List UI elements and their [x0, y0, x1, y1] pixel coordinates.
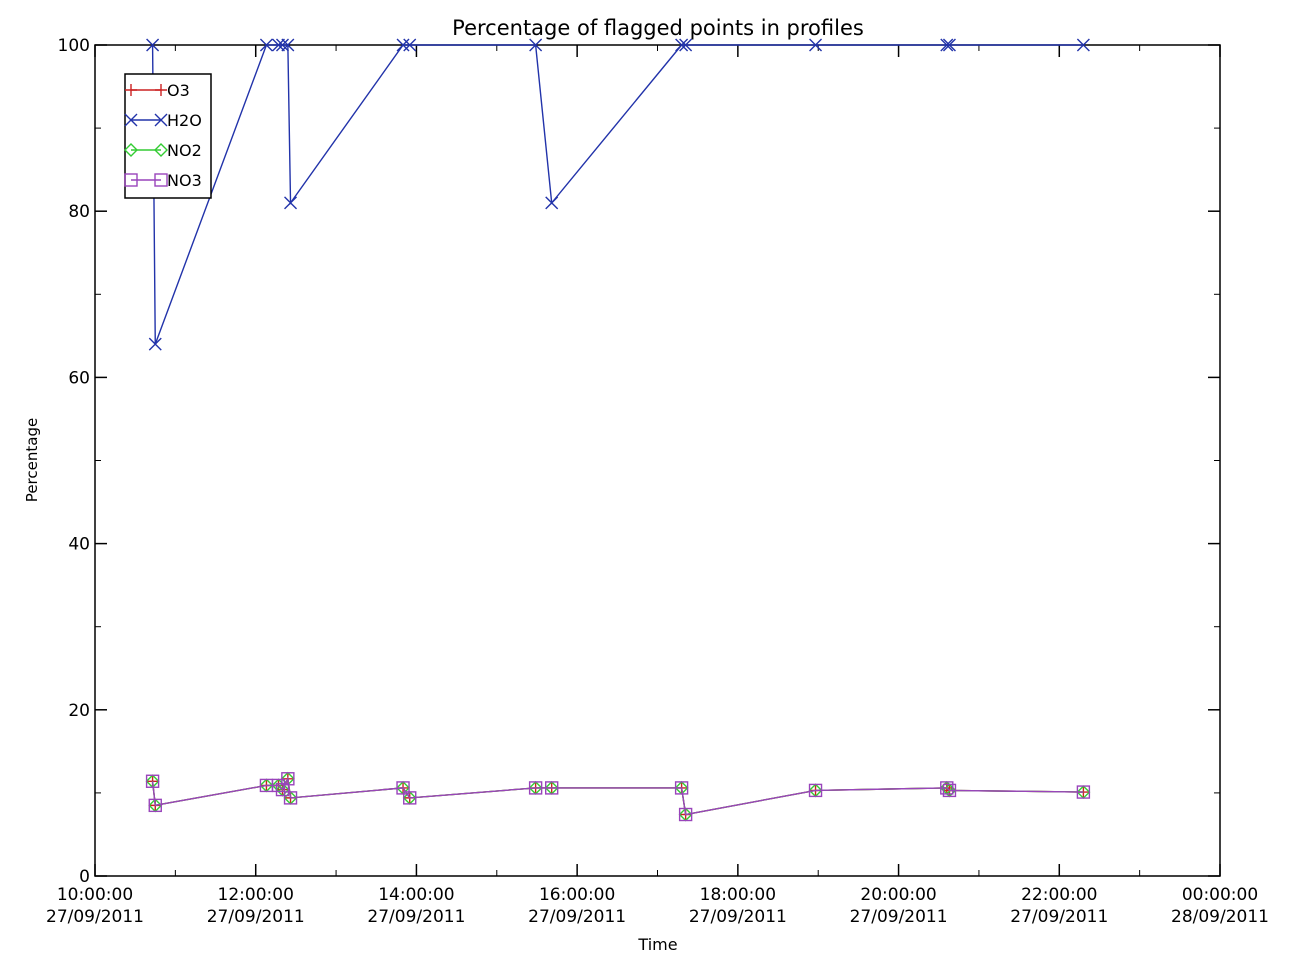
legend-item: O3	[125, 81, 190, 100]
data-point-h2o	[396, 38, 410, 52]
legend-label: NO2	[167, 141, 202, 160]
x-tick-date-label: 27/09/2011	[1010, 907, 1108, 927]
data-point-no3	[674, 781, 689, 795]
legend-label: H2O	[167, 111, 202, 130]
data-point-no3	[281, 772, 295, 786]
data-point-h2o	[545, 196, 559, 210]
x-tick-time-label: 22:00:00	[1021, 885, 1097, 905]
legend-label: NO3	[167, 171, 202, 190]
x-tick-time-label: 18:00:00	[700, 885, 776, 905]
x-tick-date-label: 27/09/2011	[46, 907, 144, 927]
data-point-h2o	[675, 38, 689, 52]
legend-marker	[125, 84, 137, 96]
legend-item: NO3	[124, 171, 202, 190]
series-no3	[145, 772, 1091, 822]
legend-item: H2O	[124, 111, 202, 130]
series-h2o	[146, 38, 1090, 351]
data-point-h2o	[679, 38, 693, 52]
legend-marker	[124, 173, 138, 187]
x-tick-date-label: 27/09/2011	[850, 907, 948, 927]
data-point-h2o	[940, 38, 954, 52]
series-line-no3	[151, 776, 1084, 816]
data-point-h2o	[146, 38, 160, 52]
x-tick-time-label: 12:00:00	[218, 885, 294, 905]
legend-label: O3	[167, 81, 190, 100]
x-tick-date-label: 27/09/2011	[689, 907, 787, 927]
x-tick-time-label: 10:00:00	[57, 885, 133, 905]
data-point-h2o	[529, 38, 543, 52]
data-point-h2o	[281, 38, 295, 52]
y-tick-label: 0	[79, 867, 90, 887]
data-point-h2o	[942, 38, 956, 52]
data-point-no3	[678, 807, 693, 822]
legend-marker	[124, 143, 138, 157]
x-tick-date-label: 27/09/2011	[528, 907, 626, 927]
x-tick-time-label: 00:00:00	[1182, 885, 1258, 905]
data-point-h2o	[1076, 38, 1090, 52]
data-point-no3	[808, 783, 823, 798]
legend-marker	[154, 143, 168, 157]
y-tick-label: 20	[68, 701, 90, 721]
y-axis: 0 20 40 60 80 100	[58, 36, 1220, 887]
x-tick-time-label: 14:00:00	[378, 885, 454, 905]
legend-marker	[124, 113, 138, 127]
data-point-no3	[148, 798, 162, 813]
legend-box	[124, 73, 212, 199]
series-layer	[145, 38, 1091, 822]
data-point-no3	[528, 781, 543, 795]
y-tick-label: 60	[68, 368, 90, 388]
x-tick-time-label: 16:00:00	[539, 885, 615, 905]
y-tick-label: 80	[68, 202, 90, 222]
data-point-h2o	[148, 337, 162, 351]
data-point-h2o	[284, 196, 298, 210]
data-point-no3	[942, 783, 957, 798]
legend-marker	[155, 84, 167, 96]
data-point-no3	[283, 791, 298, 805]
data-point-h2o	[271, 38, 285, 52]
data-point-no3	[1076, 785, 1091, 799]
x-tick-time-label: 20:00:00	[860, 885, 936, 905]
x-tick-date-label: 28/09/2011	[1171, 907, 1269, 927]
data-point-no3	[145, 774, 160, 788]
plot-frame	[94, 44, 1221, 877]
x-tick-date-label: 27/09/2011	[367, 907, 465, 927]
series-line-h2o	[151, 44, 1084, 345]
data-point-h2o	[259, 38, 273, 52]
x-tick-date-label: 27/09/2011	[207, 907, 305, 927]
data-point-no3	[403, 791, 417, 805]
data-point-h2o	[403, 38, 417, 52]
chart-title: Percentage of flagged points in profiles	[452, 16, 864, 40]
data-point-h2o	[276, 38, 289, 52]
legend-marker	[154, 173, 168, 187]
y-axis-label: Percentage	[23, 418, 41, 502]
data-point-no3	[544, 781, 559, 795]
y-tick-label: 100	[58, 36, 90, 56]
data-point-no3	[940, 781, 954, 795]
x-axis: 10:00:0027/09/201112:00:0027/09/201114:0…	[46, 45, 1269, 927]
x-axis-label: Time	[637, 935, 677, 954]
legend-item: NO2	[124, 141, 202, 160]
y-tick-label: 40	[68, 535, 90, 555]
legend: O3 H2O NO2 NO3	[124, 73, 212, 199]
legend-marker	[154, 113, 168, 127]
data-point-h2o	[809, 38, 823, 52]
